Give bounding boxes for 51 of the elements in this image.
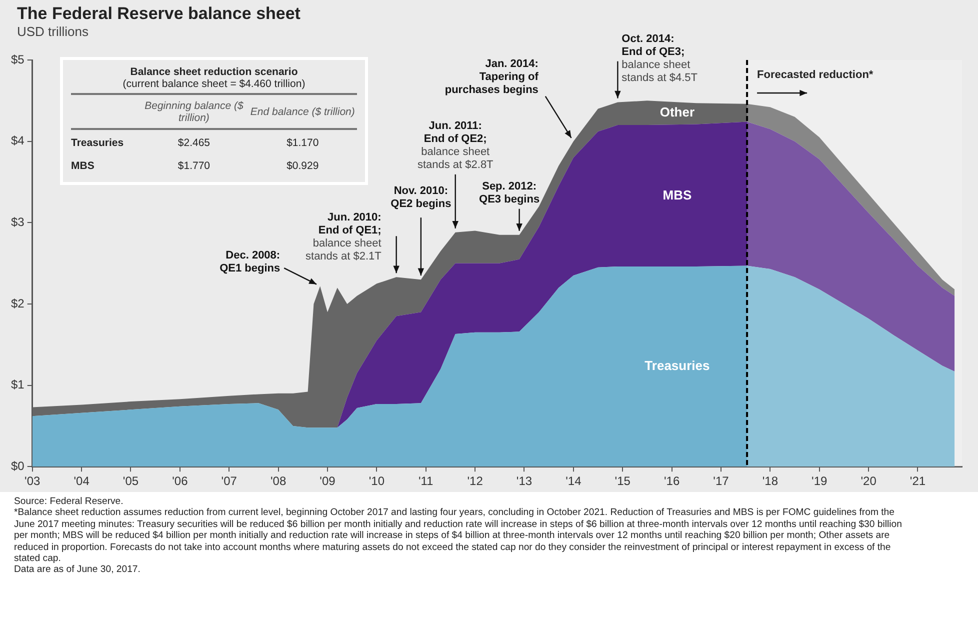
- x-tick-label: '12: [467, 474, 484, 488]
- x-tick-label: '16: [664, 474, 680, 488]
- x-tick-label: '19: [812, 474, 828, 488]
- x-tick-label: '08: [270, 474, 286, 488]
- y-tick-label: $1: [10, 378, 25, 392]
- data-label: $2.465: [176, 136, 212, 151]
- x-tick-label: '17: [713, 474, 730, 488]
- y-tick-label: $5: [10, 52, 25, 66]
- y-tick-label: $4: [10, 134, 25, 148]
- series-label: Other: [660, 104, 695, 120]
- x-tick-label: '15: [614, 474, 631, 488]
- text: End balance ($ trillion): [248, 98, 357, 129]
- annotation: Sep. 2012: QE3 begins: [479, 180, 540, 206]
- series-label: MBS: [662, 187, 692, 202]
- ref-line-label: Forecasted reduction*: [757, 69, 874, 81]
- x-tick-label: '14: [566, 474, 582, 488]
- data-label: $0.929: [286, 159, 320, 174]
- x-tick-label: '03: [24, 474, 40, 488]
- x-tick-label: '05: [122, 474, 139, 488]
- annotation: Jan. 2014: Tapering of purchases begins: [444, 58, 539, 96]
- y-tick-label: $2: [10, 296, 25, 310]
- text: (current balance sheet = $4.460 trillion): [71, 78, 357, 95]
- x-tick-label: '20: [860, 474, 877, 488]
- x-tick-label: '09: [320, 474, 336, 488]
- data-label: $1.770: [176, 159, 212, 174]
- x-tick-label: '04: [74, 474, 90, 488]
- x-tick-label: '21: [910, 474, 926, 488]
- annotation: Jun. 2011: End of QE2; balance sheet stands at $2.8T: [417, 120, 494, 171]
- data-label: $1.170: [286, 136, 320, 151]
- annotation: Nov. 2010: QE2 begins: [390, 185, 452, 210]
- x-tick-label: '13: [516, 474, 532, 488]
- text: Balance sheet reduction scenario: [129, 66, 299, 78]
- x-tick-label: '07: [221, 474, 238, 488]
- text: *Balance sheet reduction assumes reduction from current level, beginning October 2017 and lasting four years, concluding in October 2021. Reduction of Treasuries and MBS is per FOMC guidelines from the June 2017 meeting minutes: Treasury securities will be reduced $6 billion per month initially and reduction rate will increase in steps of $6 billion at three-month intervals over 12 months until reaching $30 billion per month; MBS will be reduced $4 billion per month initially and reduction rate will increase in steps of $4 billion at three-month intervals over 12 months until reaching $20 billion per month; Other assets are reduced in proportion. Forecasts do not take into account months where maturing assets do not exceed the stated cap nor do they consider the reinvestment of principal or interest repayment in excess of the stated cap.: [14, 507, 903, 564]
- category-label: Treasuries: [71, 136, 125, 151]
- chart-subtitle: USD trillions: [17, 24, 89, 39]
- y-tick-label: $3: [10, 214, 25, 229]
- y-tick-label: $0: [10, 458, 25, 473]
- x-tick-label: '11: [418, 474, 434, 488]
- x-tick-label: '06: [172, 474, 188, 488]
- series-label: Beginning balance ($ trillion): [140, 98, 248, 129]
- series-label: Treasuries: [644, 358, 710, 374]
- text: Data are as of June 30, 2017.: [14, 564, 142, 576]
- annotation: Oct. 2014: End of QE3; balance sheet stands at $4.5T: [622, 32, 698, 84]
- x-tick-label: '10: [368, 474, 385, 488]
- annotation: Dec. 2008: QE1 begins: [220, 250, 280, 275]
- annotation: Jun. 2010: End of QE1; balance sheet stands at $2.1T: [306, 212, 382, 263]
- chart-title: The Federal Reserve balance sheet: [17, 4, 300, 24]
- source-note: Source: Federal Reserve.: [14, 496, 124, 508]
- x-tick-label: '18: [762, 474, 778, 488]
- category-label: MBS: [71, 159, 96, 174]
